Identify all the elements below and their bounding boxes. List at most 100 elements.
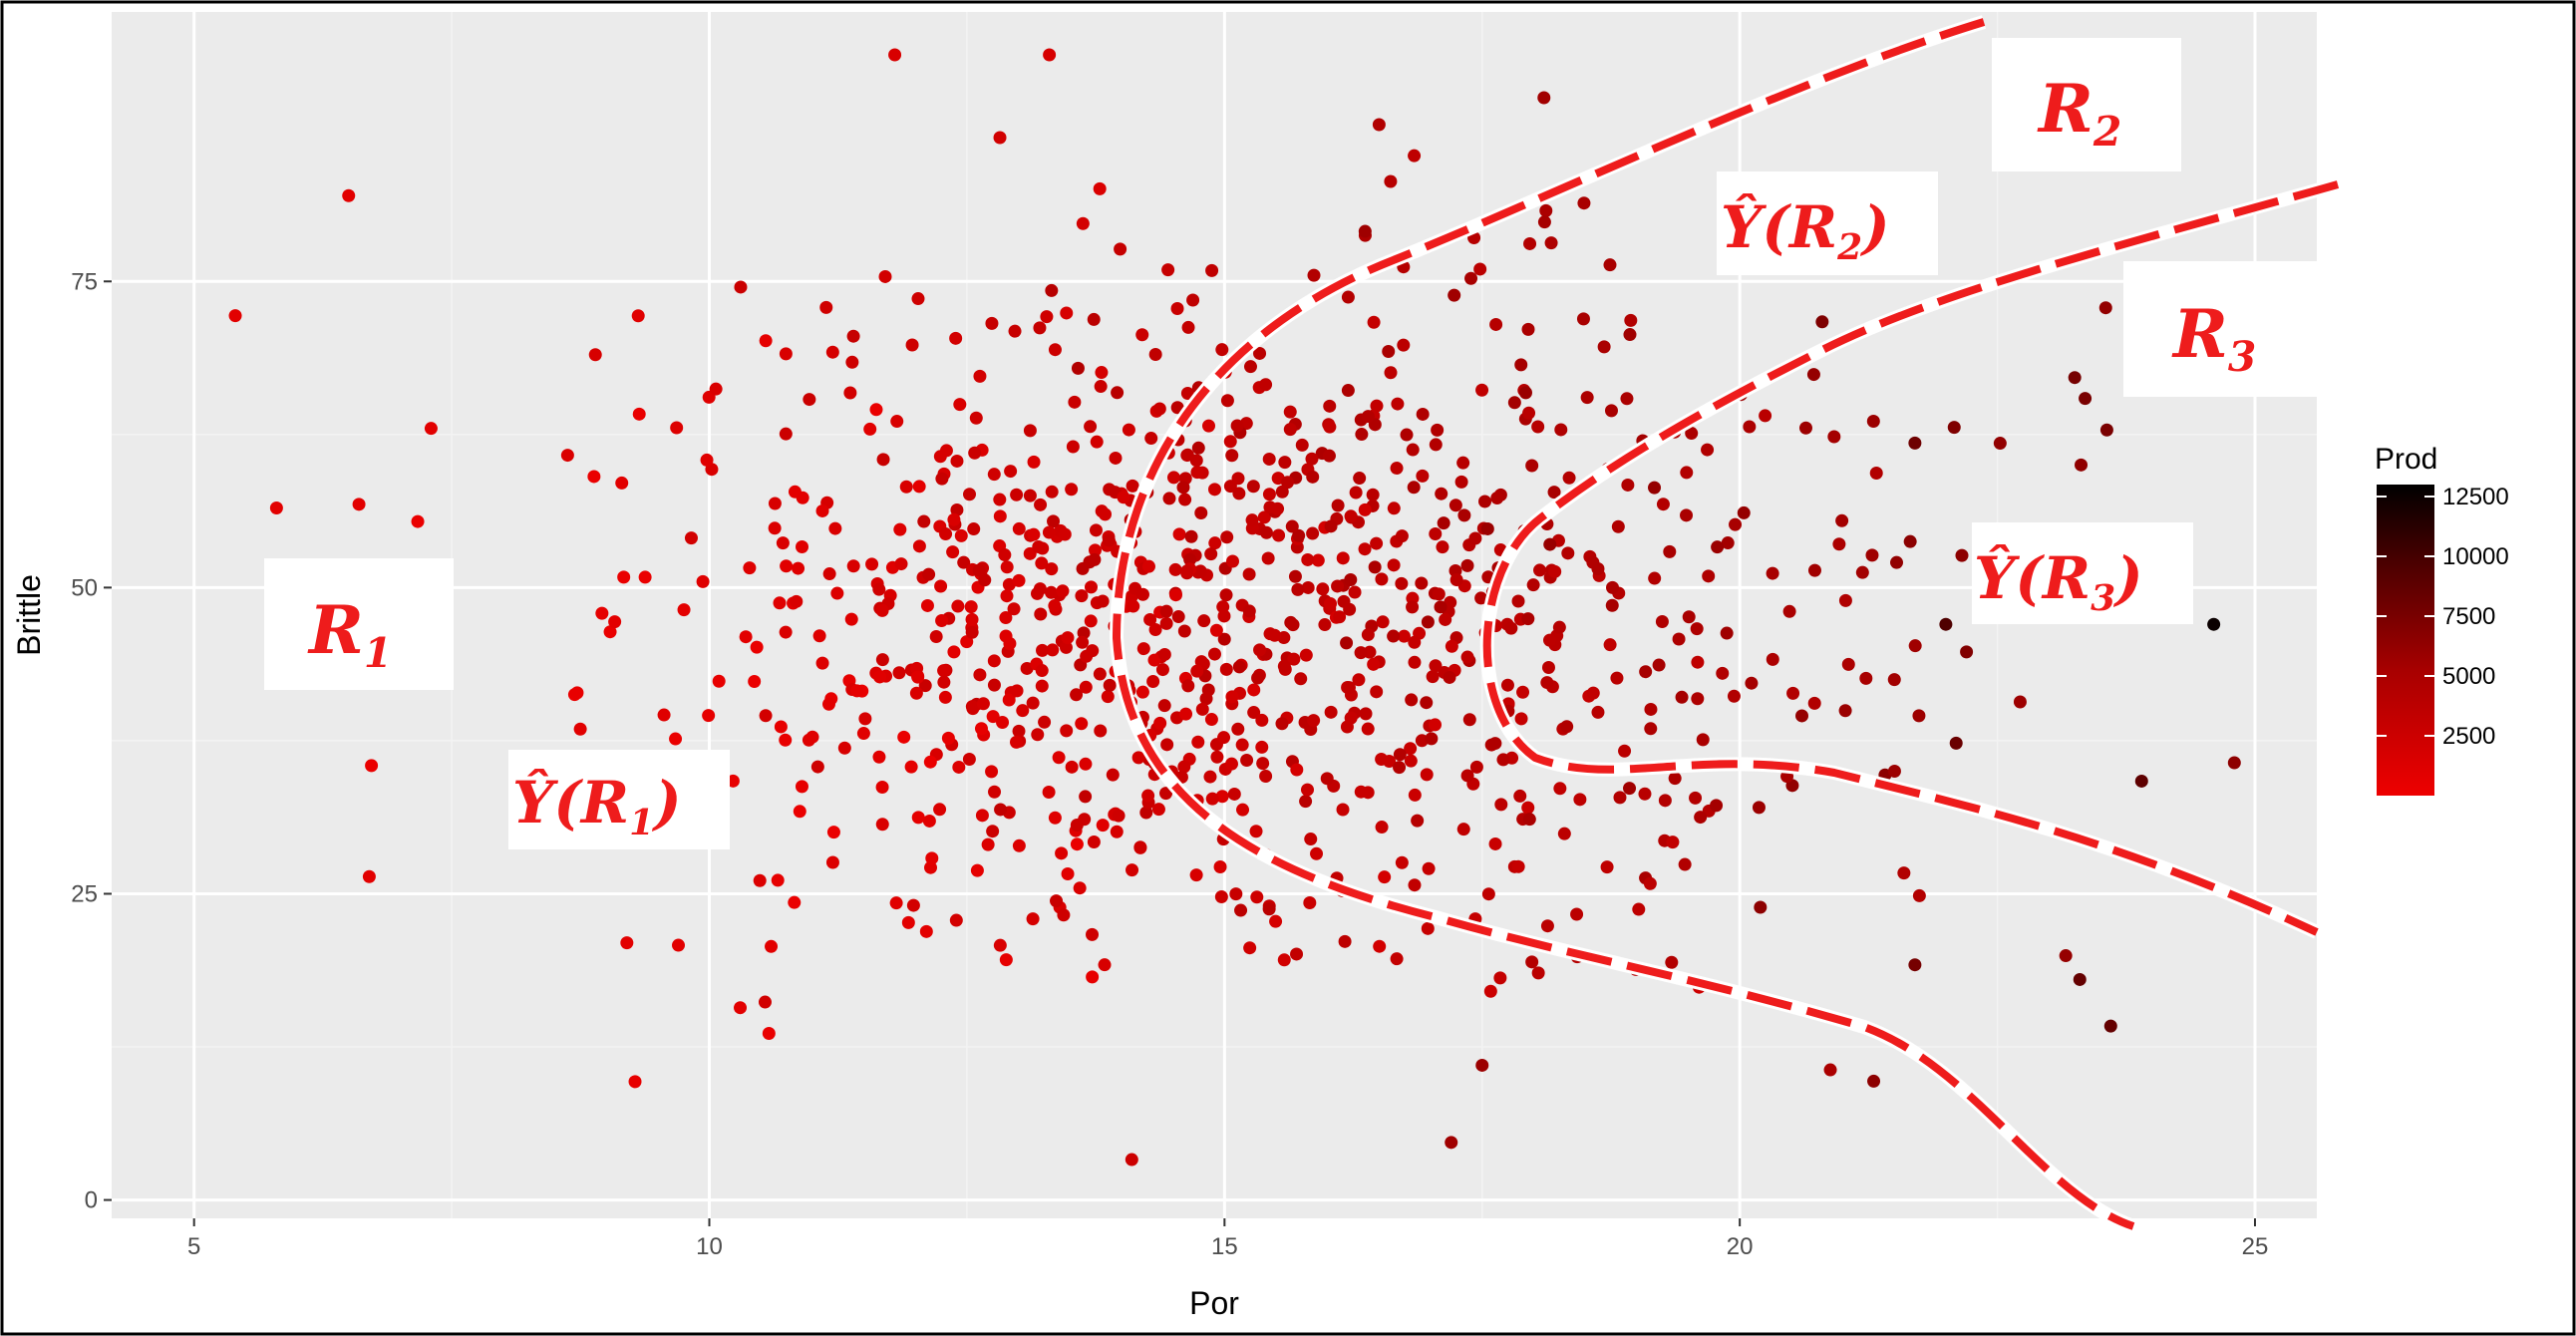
data-point xyxy=(1395,529,1409,543)
data-point xyxy=(2075,458,2089,472)
data-point xyxy=(1656,498,1670,511)
data-point xyxy=(1469,760,1483,774)
data-point xyxy=(2068,371,2082,385)
data-point xyxy=(1207,483,1221,497)
data-point xyxy=(1086,927,1100,941)
data-point xyxy=(1355,428,1369,442)
data-point xyxy=(1666,835,1680,849)
data-point xyxy=(1242,604,1256,618)
data-point xyxy=(1464,271,1478,285)
data-point xyxy=(2073,972,2087,986)
data-point xyxy=(875,603,889,617)
data-point xyxy=(1159,787,1173,801)
data-point xyxy=(1366,488,1380,501)
data-point xyxy=(1023,424,1037,438)
data-point xyxy=(608,615,622,629)
data-point xyxy=(985,765,999,779)
data-point xyxy=(1367,315,1381,329)
y-r1-close: ) xyxy=(651,769,681,836)
data-point xyxy=(1141,789,1155,803)
data-point xyxy=(1220,530,1234,544)
data-point xyxy=(1407,481,1421,495)
data-point xyxy=(1493,971,1507,985)
data-point xyxy=(993,493,1007,506)
data-point xyxy=(1303,896,1317,910)
data-point xyxy=(1331,579,1345,593)
data-point xyxy=(875,653,889,667)
data-point xyxy=(1611,519,1625,533)
data-point xyxy=(1547,486,1561,500)
data-point xyxy=(828,521,842,535)
data-point xyxy=(1098,958,1112,972)
data-point xyxy=(925,851,939,865)
data-point xyxy=(1255,713,1269,727)
data-point xyxy=(1436,540,1449,554)
data-point xyxy=(1219,588,1233,602)
data-point xyxy=(1421,921,1435,935)
data-point xyxy=(1827,430,1841,444)
data-point xyxy=(1344,711,1358,725)
data-point xyxy=(986,710,1000,724)
data-point xyxy=(993,509,1007,523)
data-point xyxy=(1462,713,1476,727)
data-point xyxy=(1033,582,1047,596)
data-point xyxy=(1557,827,1571,840)
data-point xyxy=(739,630,753,644)
data-point xyxy=(1225,449,1239,463)
data-point xyxy=(1103,678,1117,692)
data-point xyxy=(1523,236,1537,250)
data-point xyxy=(1204,713,1218,727)
data-point xyxy=(1046,643,1060,657)
data-point xyxy=(1720,626,1734,640)
data-point xyxy=(967,522,981,536)
data-point xyxy=(1183,552,1197,566)
data-point xyxy=(1040,310,1054,324)
r1-sub: 1 xyxy=(364,629,392,677)
data-point xyxy=(1411,814,1425,828)
data-point xyxy=(765,939,779,953)
data-point xyxy=(1478,495,1492,508)
data-point xyxy=(1171,610,1185,624)
data-point xyxy=(933,803,947,817)
data-point xyxy=(1390,462,1404,476)
y-r1-sub: 1 xyxy=(629,802,654,843)
data-point xyxy=(1090,435,1104,449)
data-point xyxy=(1782,604,1796,618)
data-point xyxy=(631,309,645,323)
legend-tick-label: 7500 xyxy=(2442,603,2495,630)
data-point xyxy=(1057,908,1071,922)
data-point xyxy=(1354,785,1368,799)
data-point xyxy=(1623,328,1637,342)
data-point xyxy=(1404,742,1418,756)
data-point xyxy=(1004,465,1018,479)
data-point xyxy=(999,953,1013,967)
data-point xyxy=(1079,757,1093,771)
data-point xyxy=(1537,91,1551,105)
data-point xyxy=(2059,949,2073,963)
data-point xyxy=(1522,406,1536,420)
data-point xyxy=(1180,386,1194,400)
svg-text:Ŷ(R2): Ŷ(R2) xyxy=(1721,193,1890,268)
data-point xyxy=(1088,552,1102,566)
data-point xyxy=(1201,419,1215,433)
data-point xyxy=(965,700,979,714)
data-point xyxy=(865,557,879,571)
data-point xyxy=(1316,582,1330,596)
data-point xyxy=(1554,423,1568,437)
data-point xyxy=(1193,564,1207,578)
data-point xyxy=(875,780,889,794)
data-point xyxy=(779,427,793,441)
data-point xyxy=(1531,420,1545,434)
data-point xyxy=(1230,419,1244,433)
data-point xyxy=(843,386,857,400)
data-point xyxy=(1353,472,1367,486)
data-point xyxy=(846,329,860,343)
data-point xyxy=(1539,203,1553,217)
data-point xyxy=(1225,690,1239,704)
data-point xyxy=(269,501,283,515)
data-point xyxy=(1434,600,1448,614)
data-point xyxy=(1815,315,1829,329)
data-point xyxy=(1405,693,1419,707)
data-point xyxy=(1285,519,1299,533)
data-point xyxy=(1445,639,1458,653)
